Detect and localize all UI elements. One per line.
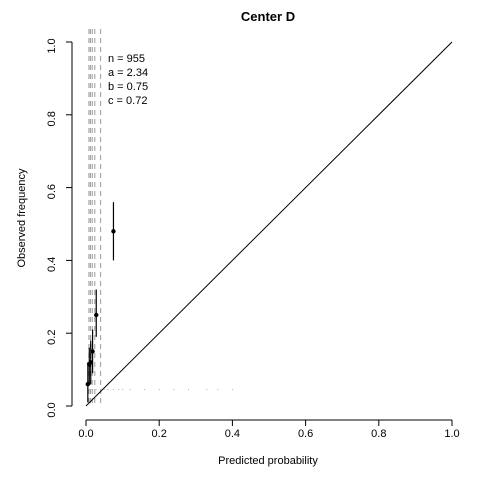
reference-line — [85, 41, 453, 407]
x-tick-label: 0.0 — [78, 428, 93, 440]
stat-c: c = 0.72 — [108, 95, 147, 107]
y-axis-label: Observed frequency — [16, 168, 28, 268]
stat-b: b = 0.75 — [108, 81, 148, 93]
x-axis-label: Predicted probability — [218, 455, 318, 467]
stat-a: a = 2.34 — [108, 67, 148, 79]
x-tick-label: 0.2 — [152, 428, 167, 440]
y-tick-label: 0.0 — [46, 402, 58, 417]
y-tick-label: 0.2 — [46, 330, 58, 345]
y-tick-label: 0.8 — [46, 111, 58, 126]
calibration-point — [111, 229, 116, 234]
calibration-point — [90, 349, 95, 354]
y-tick-label: 0.6 — [46, 184, 58, 199]
calibration-point — [94, 312, 99, 318]
y-tick-label: 1.0 — [46, 38, 58, 53]
x-tick-label: 0.6 — [298, 428, 313, 440]
chart-title: Center D — [241, 9, 295, 24]
x-tick-label: 1.0 — [444, 428, 459, 440]
x-tick-label: 0.8 — [371, 428, 386, 440]
y-tick-label: 0.4 — [46, 257, 58, 272]
stat-n: n = 955 — [108, 53, 145, 65]
calibration-point — [88, 360, 93, 365]
x-tick-label: 0.4 — [225, 428, 240, 440]
calibration-stats: n = 955 a = 2.34 b = 0.75 c = 0.72 — [108, 53, 148, 107]
